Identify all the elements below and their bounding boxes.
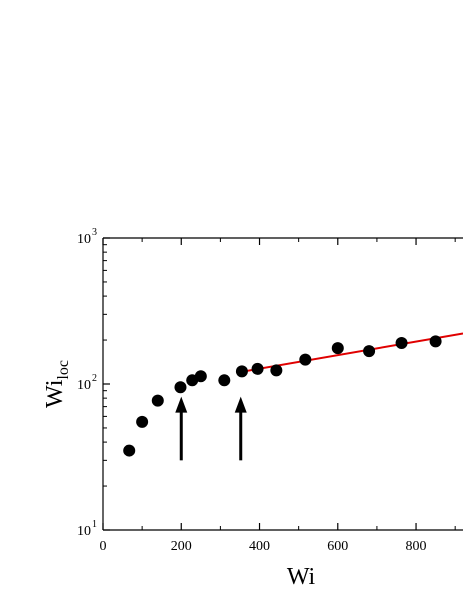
y-tick-label: 10	[77, 524, 91, 539]
y-tick-base: 10	[77, 232, 91, 247]
y-tick-label: 10	[77, 232, 91, 247]
arrow-head	[175, 396, 188, 413]
data-point	[363, 345, 376, 358]
y-axis-title: Wiloc	[42, 360, 72, 408]
data-point	[270, 364, 283, 377]
data-point	[136, 415, 149, 428]
data-point	[251, 362, 264, 375]
up-arrow	[234, 396, 247, 461]
data-point	[218, 374, 231, 387]
data-point	[299, 353, 312, 366]
x-tick-label: 400	[249, 539, 270, 554]
x-tick-label: 600	[327, 539, 348, 554]
x-tick-label: 0	[100, 539, 107, 554]
data-point	[194, 370, 207, 383]
data-point	[395, 336, 408, 349]
data-points	[123, 335, 442, 457]
y-tick-base: 10	[77, 524, 91, 539]
y-axis-title-subscript: loc	[55, 360, 72, 380]
data-point	[331, 342, 344, 355]
y-tick-base: 10	[77, 378, 91, 393]
y-tick-exponent: 3	[92, 227, 97, 238]
data-point	[123, 444, 136, 457]
y-axis-title-base: Wi	[42, 379, 68, 408]
y-tick-label: 10	[77, 378, 91, 393]
data-point	[429, 335, 442, 348]
arrow-annotations	[175, 396, 247, 461]
y-tick-exponent: 2	[92, 373, 97, 384]
data-point	[174, 381, 187, 394]
data-point	[151, 394, 164, 407]
up-arrow	[175, 396, 188, 461]
data-point	[235, 365, 248, 378]
x-axis-title: Wi	[287, 564, 316, 590]
arrow-head	[234, 396, 247, 413]
x-tick-label: 200	[171, 539, 192, 554]
x-tick-label: 800	[406, 539, 427, 554]
y-tick-exponent: 1	[92, 519, 97, 530]
